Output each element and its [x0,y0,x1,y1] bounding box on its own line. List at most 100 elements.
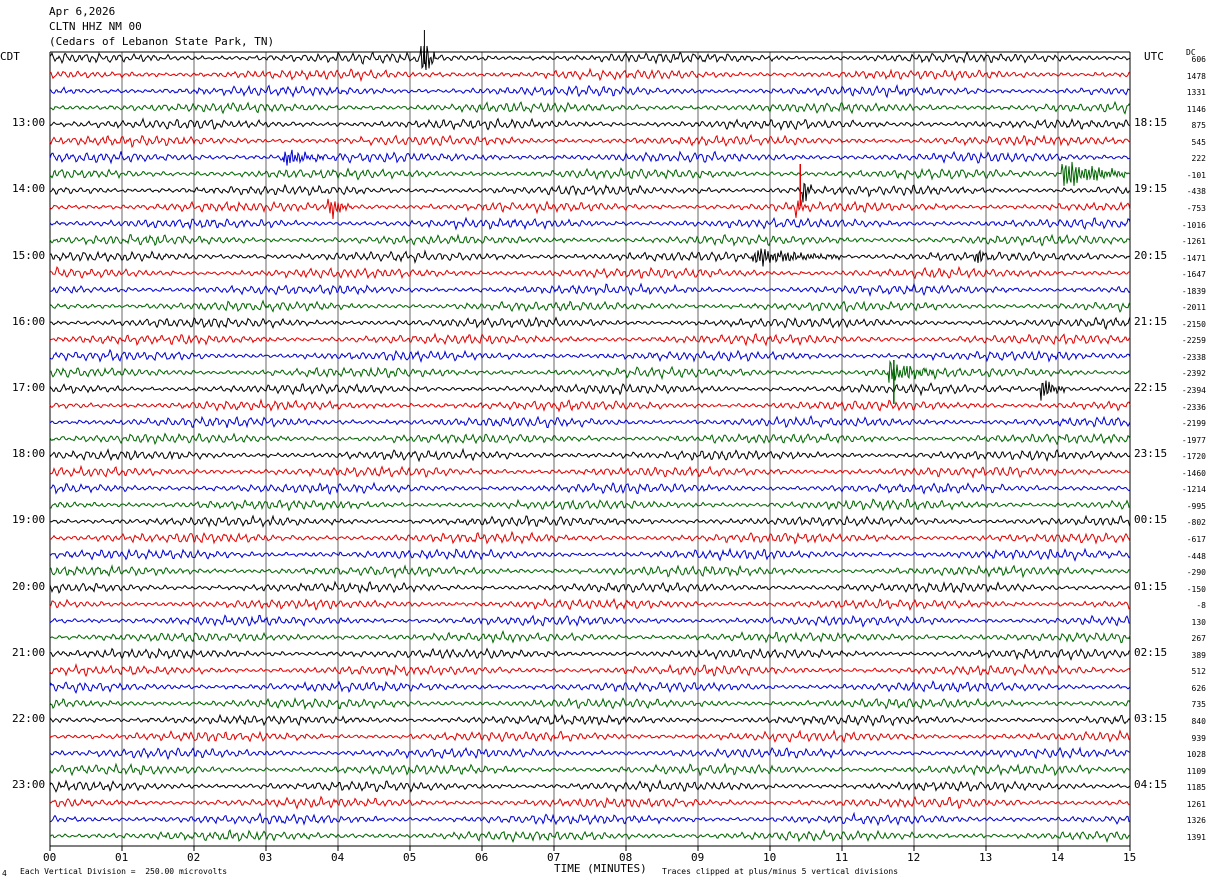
dc-offset-label: 626 [1191,683,1206,693]
dc-offset-label: -802 [1186,518,1206,528]
dc-offset-label: 1261 [1186,799,1206,809]
left-time-label: 19:00 [12,513,46,527]
x-tick-label: 11 [835,851,849,864]
trace-7 [49,161,1131,186]
scale-note: Each Vertical Division = 250.00 microvol… [20,867,228,876]
x-tick-label: 08 [619,851,633,864]
dc-offset-label: -1647 [1181,270,1206,280]
right-time-label: 19:15 [1134,182,1168,196]
trace-24 [49,447,1131,463]
trace-31 [49,564,1131,580]
right-time-label: 01:15 [1134,579,1168,593]
dc-offset-label: -150 [1186,584,1206,594]
trace-41 [49,729,1131,744]
trace-14 [49,282,1131,297]
x-tick-label: 00 [43,851,57,864]
dc-offset-label: -101 [1186,170,1206,180]
trace-18 [49,348,1131,364]
dc-offset-label: -2336 [1181,402,1206,412]
right-time-label: 20:15 [1134,248,1168,262]
dc-offset-label: 545 [1191,137,1206,147]
trace-5 [49,133,1131,148]
dc-offset-label: -2259 [1181,336,1206,346]
x-tick-label: 05 [403,851,417,864]
trace-30 [49,547,1131,562]
x-axis-label: TIME (MINUTES) [554,862,647,875]
trace-6 [49,149,1131,166]
trace-34 [49,614,1131,628]
dc-label: DC [1186,48,1196,57]
trace-2 [49,83,1131,99]
dc-offset-label: -2338 [1181,352,1206,362]
trace-40 [49,713,1131,727]
trace-17 [49,332,1131,347]
trace-43 [49,762,1130,777]
trace-0 [49,45,1131,71]
dc-offset-label: 735 [1191,700,1206,710]
header-station: CLTN HHZ NM 00 [49,20,142,33]
trace-47 [49,829,1131,843]
dc-offset-label: 1028 [1186,750,1206,760]
trace-19 [49,359,1131,383]
dc-offset-label: -2150 [1181,319,1206,329]
dc-offset-label: -753 [1186,203,1206,213]
dc-offset-label: 1109 [1186,766,1206,776]
x-tick-label: 07 [547,851,561,864]
trace-22 [49,414,1131,429]
x-tick-label: 13 [979,851,993,864]
dc-offset-label: -1839 [1181,286,1206,296]
dc-offset-label: 875 [1191,121,1206,131]
left-time-label: 22:00 [12,712,46,725]
left-time-label: 13:00 [12,116,46,130]
trace-33 [49,597,1131,611]
right-time-label: 02:15 [1134,645,1168,659]
header-location: (Cedars of Lebanon State Park, TN) [49,35,275,48]
right-time-label: 21:15 [1134,314,1168,328]
trace-35 [49,630,1131,644]
header-date: Apr 6,2026 [49,5,116,18]
left-time-label: 15:00 [12,248,46,262]
dc-offset-label: 1326 [1186,816,1206,826]
dc-offset-label: 1146 [1186,104,1206,114]
trace-45 [49,795,1131,810]
dc-offset-label: -438 [1186,187,1206,197]
right-time-label: 22:15 [1134,381,1168,394]
trace-38 [49,680,1131,694]
left-time-label: 21:00 [12,645,46,659]
left-time-label: 17:00 [12,381,46,394]
x-tick-label: 01 [115,851,129,864]
dc-offset-label: -1460 [1181,468,1206,478]
dc-offset-label: -1471 [1181,253,1206,263]
dc-offset-label: 840 [1191,717,1206,726]
dc-offset-label: -2394 [1181,386,1206,395]
dc-offset-label: 939 [1191,733,1206,743]
right-time-label: 04:15 [1134,778,1168,792]
trace-42 [49,746,1131,760]
dc-offset-label: 512 [1191,667,1206,677]
trace-23 [49,432,1131,446]
trace-27 [49,498,1131,512]
dc-offset-label: -2011 [1181,303,1206,313]
right-time-label: 03:15 [1134,712,1168,725]
right-time-label: 00:15 [1134,513,1168,527]
dc-offset-label: 1185 [1186,783,1206,793]
trace-16 [49,316,1131,331]
trace-21 [49,398,1131,413]
right-time-label: 23:15 [1134,447,1168,461]
left-time-label: 20:00 [12,579,46,593]
dc-offset-label: -1214 [1181,485,1206,495]
trace-37 [49,663,1131,678]
trace-20 [49,380,1131,401]
trace-25 [49,464,1130,479]
trace-28 [49,514,1131,528]
dc-offset-label: -1261 [1181,237,1206,247]
dc-offset-label: -1977 [1181,435,1206,445]
trace-13 [49,265,1131,280]
dc-offset-label: -1016 [1181,220,1206,230]
dc-offset-label: -1720 [1181,452,1206,462]
trace-39 [49,697,1131,711]
x-tick-label: 03 [259,851,273,864]
trace-3 [49,100,1131,115]
trace-44 [49,779,1131,794]
